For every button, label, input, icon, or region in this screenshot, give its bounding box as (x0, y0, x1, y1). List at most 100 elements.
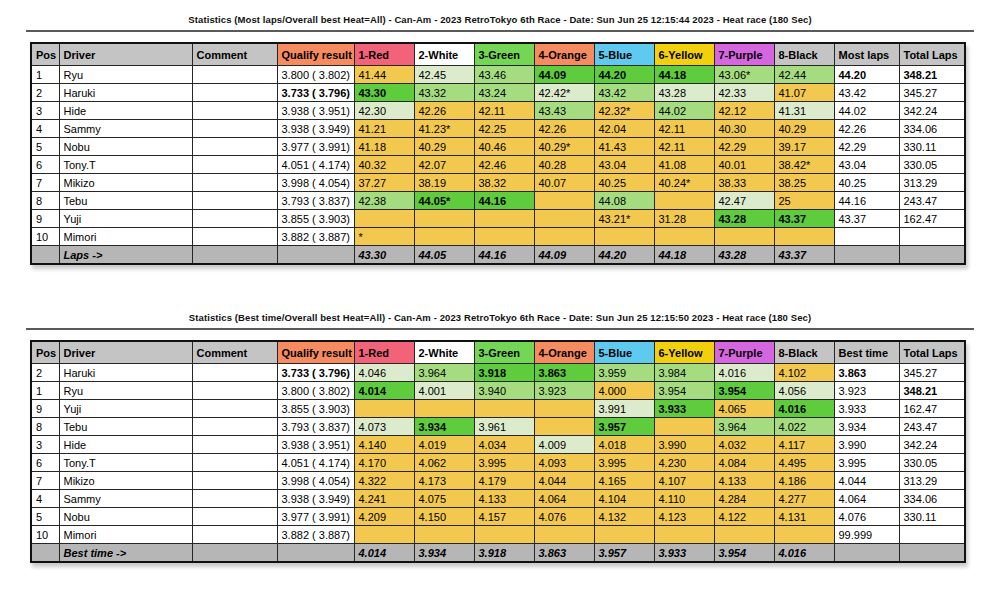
summary-row: Laps ->43.3044.0544.1644.0944.2044.1843.… (31, 246, 965, 265)
total-laps-cell: 243.47 (899, 192, 965, 210)
table-row: 9Yuji3.855 ( 3.903)3.9913.9334.0654.0163… (31, 400, 965, 418)
column-header-5-blue: 5-Blue (594, 341, 654, 364)
title-rule (26, 328, 974, 330)
qualify-cell: 3.800 ( 3.802) (277, 66, 354, 84)
heat-cell-7: 4.133 (714, 472, 774, 490)
heat-cell-7 (714, 228, 774, 246)
comment-cell (192, 66, 277, 84)
footer-comment-cell (192, 246, 277, 265)
heat-cell-1: 43.30 (354, 84, 414, 102)
table-row: 3Hide3.938 ( 3.951)4.1404.0194.0344.0094… (31, 436, 965, 454)
column-header-driver: Driver (59, 43, 192, 66)
heat-cell-7: 43.06* (714, 66, 774, 84)
table-row: 4Sammy3.938 ( 3.949)4.2414.0754.1334.064… (31, 490, 965, 508)
heat-cell-3: 38.32 (474, 174, 534, 192)
title-rule (26, 30, 974, 32)
comment-cell (192, 174, 277, 192)
qualify-cell: 3.998 ( 4.054) (277, 472, 354, 490)
heat-cell-2: 42.26 (414, 102, 474, 120)
table-row: 6Tony.T4.051 ( 4.174)40.3242.0742.4640.2… (31, 156, 965, 174)
pos-cell: 4 (31, 490, 59, 508)
best-time-section: Statistics (Best time/Overall best Heat=… (0, 298, 1000, 563)
column-header-2-white: 2-White (414, 341, 474, 364)
footer-label: Laps -> (59, 246, 192, 265)
heat-cell-5: 4.132 (594, 508, 654, 526)
most-laps-cell: 43.37 (834, 210, 899, 228)
most-laps-cell: 40.25 (834, 174, 899, 192)
heat-cell-4: 40.28 (534, 156, 594, 174)
driver-cell: Nobu (59, 138, 192, 156)
footer-comment-cell (192, 544, 277, 563)
table-row: 8Tebu3.793 ( 3.837)42.3844.05*44.1644.08… (31, 192, 965, 210)
heat-cell-8: 39.17 (774, 138, 834, 156)
heat-cell-6 (654, 418, 714, 436)
column-header-qualify-result: Qualify result (277, 43, 354, 66)
total-laps-cell: 313.29 (899, 174, 965, 192)
pos-cell: 8 (31, 192, 59, 210)
heat-cell-2: 41.23* (414, 120, 474, 138)
qualify-cell: 3.882 ( 3.887) (277, 526, 354, 544)
pos-cell: 3 (31, 436, 59, 454)
total-laps-cell: 334.06 (899, 490, 965, 508)
heat-cell-5: 42.32* (594, 102, 654, 120)
column-header-total-laps: Total Laps (899, 341, 965, 364)
most-laps-cell: 44.20 (834, 66, 899, 84)
table-row: 8Tebu3.793 ( 3.837)4.0733.9343.9613.9573… (31, 418, 965, 436)
heat-cell-8: 38.25 (774, 174, 834, 192)
column-header-8-black: 8-Black (774, 43, 834, 66)
heat-cell-3: 4.034 (474, 436, 534, 454)
table-row: 10Mimori3.882 ( 3.887)99.999 (31, 526, 965, 544)
footer-pos-cell (31, 544, 59, 563)
heat-cell-2: 44.05* (414, 192, 474, 210)
footer-result-cell (834, 246, 899, 265)
column-header-total-laps: Total Laps (899, 43, 965, 66)
total-laps-cell: 342.24 (899, 436, 965, 454)
footer-label: Best time -> (59, 544, 192, 563)
total-laps-cell: 330.05 (899, 156, 965, 174)
column-header-4-orange: 4-Orange (534, 43, 594, 66)
heat-cell-5: 44.08 (594, 192, 654, 210)
qualify-cell: 3.938 ( 3.951) (277, 436, 354, 454)
column-header-3-green: 3-Green (474, 341, 534, 364)
driver-cell: Tony.T (59, 454, 192, 472)
heat-cell-6 (654, 192, 714, 210)
heat-cell-4 (534, 400, 594, 418)
heat-cell-8: 43.37 (774, 210, 834, 228)
heat-cell-8: 4.186 (774, 472, 834, 490)
footer-heat-cell-6: 3.933 (654, 544, 714, 563)
best-time-cell: 3.990 (834, 436, 899, 454)
heat-cell-8: 42.44 (774, 66, 834, 84)
heat-cell-4: 3.923 (534, 382, 594, 400)
footer-heat-cell-3: 44.16 (474, 246, 534, 265)
pos-cell: 6 (31, 454, 59, 472)
footer-heat-cell-4: 3.863 (534, 544, 594, 563)
heat-cell-2: 4.075 (414, 490, 474, 508)
total-laps-cell: 348.21 (899, 66, 965, 84)
heat-cell-5: 4.165 (594, 472, 654, 490)
heat-cell-6: 31.28 (654, 210, 714, 228)
qualify-cell: 3.977 ( 3.991) (277, 508, 354, 526)
pos-cell: 10 (31, 526, 59, 544)
heat-cell-2 (414, 526, 474, 544)
total-laps-cell: 313.29 (899, 472, 965, 490)
comment-cell (192, 400, 277, 418)
heat-cell-6: 42.11 (654, 120, 714, 138)
heat-cell-5: 4.018 (594, 436, 654, 454)
heat-cell-6: 42.11 (654, 138, 714, 156)
heat-cell-2 (414, 228, 474, 246)
column-header-pos: Pos (31, 341, 59, 364)
heat-cell-4: 4.009 (534, 436, 594, 454)
comment-cell (192, 490, 277, 508)
pos-cell: 5 (31, 508, 59, 526)
heat-cell-4 (534, 228, 594, 246)
footer-pos-cell (31, 246, 59, 265)
heat-cell-6: 3.954 (654, 382, 714, 400)
qualify-cell: 3.855 ( 3.903) (277, 400, 354, 418)
heat-cell-1: 4.140 (354, 436, 414, 454)
comment-cell (192, 472, 277, 490)
most-laps-cell: 44.02 (834, 102, 899, 120)
heat-cell-5: 3.957 (594, 418, 654, 436)
total-laps-cell: 330.11 (899, 138, 965, 156)
table-row: 5Nobu3.977 ( 3.991)4.2094.1504.1574.0764… (31, 508, 965, 526)
heat-cell-7: 42.33 (714, 84, 774, 102)
